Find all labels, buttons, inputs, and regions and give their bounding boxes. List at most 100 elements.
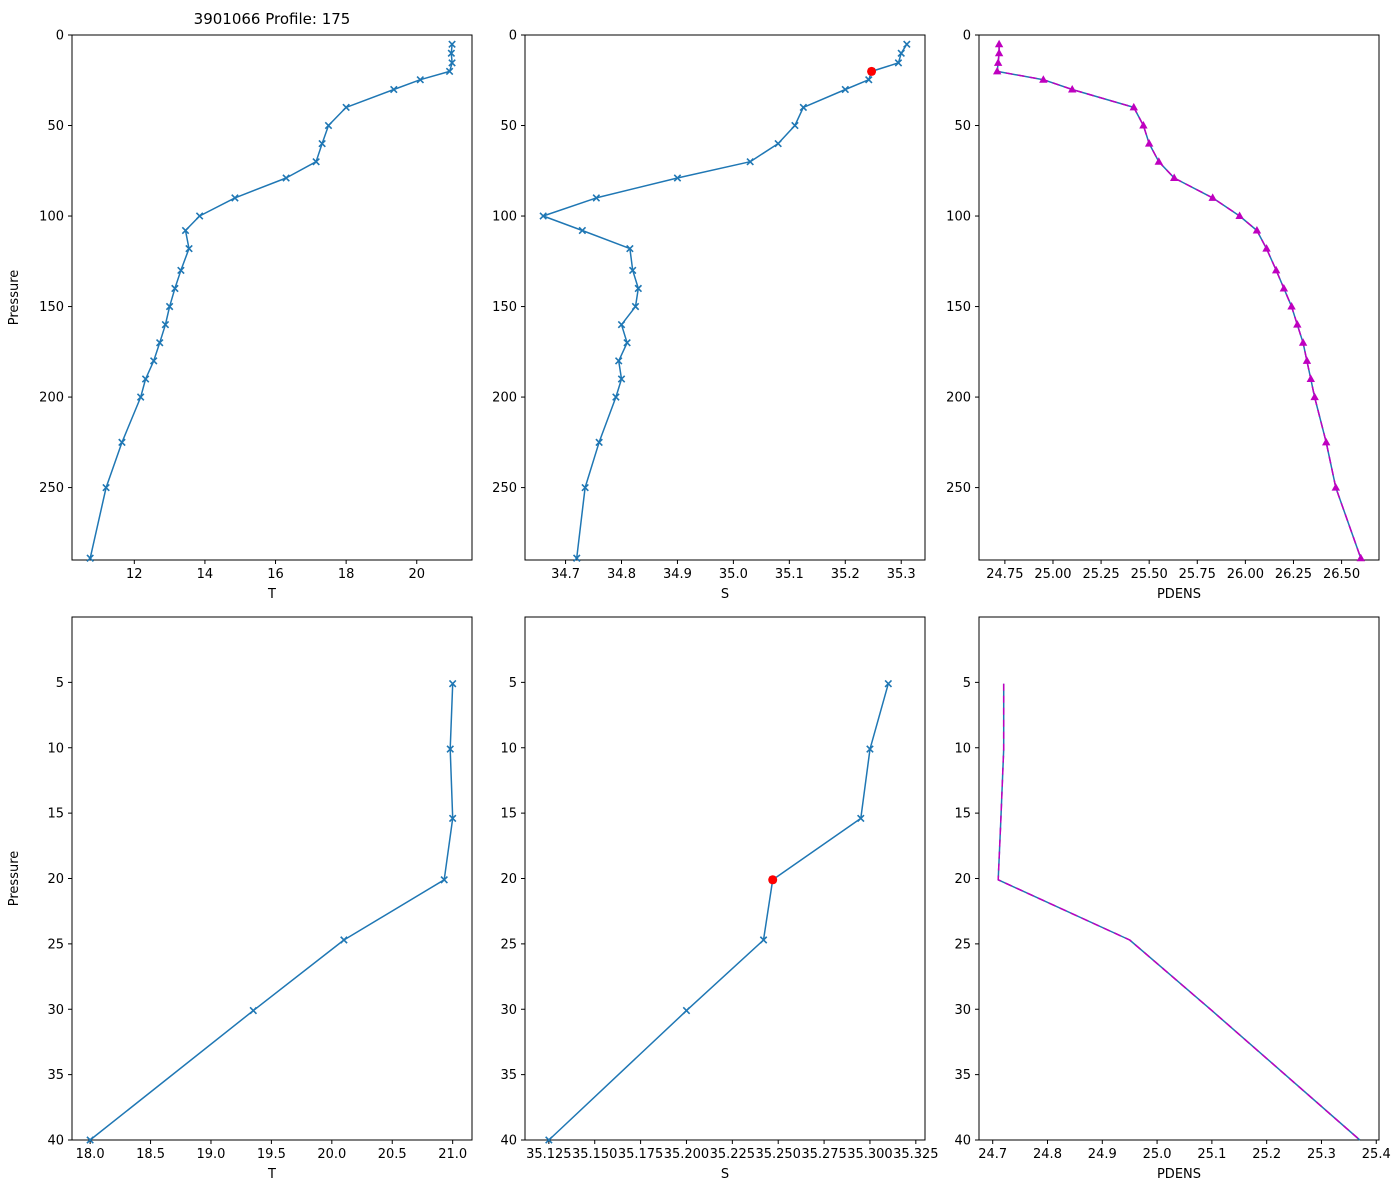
y-tick-label: 50 xyxy=(954,119,971,134)
x-tick-label: 25.3 xyxy=(1307,1147,1336,1162)
x-marker xyxy=(446,745,455,753)
triangle-marker xyxy=(1287,302,1296,310)
temperature-profile-zoom-markers xyxy=(86,679,457,1144)
x-tick-label: 25.2 xyxy=(1252,1147,1281,1162)
x-tick-label: 25.75 xyxy=(1179,567,1216,582)
temperature-profile-markers xyxy=(86,40,456,562)
x-tick-label: 20 xyxy=(408,567,425,582)
y-tick-label: 40 xyxy=(47,1134,64,1149)
x-tick-label: 24.75 xyxy=(986,567,1023,582)
x-marker xyxy=(631,302,640,311)
x-marker xyxy=(572,554,581,562)
x-marker xyxy=(897,49,905,58)
triangle-marker xyxy=(993,58,1003,66)
x-marker xyxy=(390,85,398,94)
y-tick-label: 250 xyxy=(39,481,64,496)
triangle-marker xyxy=(1279,283,1289,292)
x-marker xyxy=(634,284,643,293)
x-tick-label: 25.00 xyxy=(1034,567,1071,582)
x-marker xyxy=(282,174,290,182)
x-tick-label: 35.275 xyxy=(801,1147,847,1162)
x-tick-label: 35.175 xyxy=(618,1147,664,1162)
y-axis-label: Pressure xyxy=(7,851,22,907)
dot-marker xyxy=(768,875,778,885)
x-axis-label: T xyxy=(267,587,276,602)
x-tick-label: 34.8 xyxy=(607,567,636,582)
x-axis-label: S xyxy=(721,587,729,602)
y-tick-label: 150 xyxy=(39,300,64,315)
x-tick-label: 35.200 xyxy=(664,1147,710,1162)
x-marker xyxy=(448,40,456,48)
subplot-pdens-full: 24.75 25.00 25.25 25.50 25.75 26.00 26.25 26.50… xyxy=(946,29,1380,602)
y-tick-label: 10 xyxy=(500,741,517,756)
x-marker xyxy=(448,679,457,688)
y-tick-label: 200 xyxy=(946,391,971,406)
pdens-profile-line-zoom-line xyxy=(997,683,1361,1141)
x-marker xyxy=(617,375,626,383)
axes-frame xyxy=(71,34,473,561)
triangle-marker xyxy=(1310,392,1319,401)
x-tick-label: 35.225 xyxy=(710,1147,756,1162)
triangle-marker xyxy=(1321,437,1331,446)
y-tick-label: 30 xyxy=(47,1003,64,1018)
x-marker xyxy=(136,393,145,401)
x-marker xyxy=(86,554,94,562)
subplot-t-zoom: 18.0 18.5 19.0 19.5 20.0 20.5 21.0 5 10 15 20 25 30 3… xyxy=(7,616,473,1182)
y-tick-label: 200 xyxy=(39,391,64,406)
x-marker xyxy=(682,1006,691,1015)
x-tick-label: 24.8 xyxy=(1033,1147,1062,1162)
x-tick-label: 35.3 xyxy=(887,567,916,582)
x-tick-label: 35.1 xyxy=(775,567,804,582)
y-tick-label: 20 xyxy=(500,872,517,887)
x-marker xyxy=(626,244,634,253)
y-tick-label: 5 xyxy=(56,676,64,691)
triangle-marker xyxy=(1039,75,1048,83)
x-marker xyxy=(445,67,454,76)
x-tick-label: 16 xyxy=(267,567,284,582)
triangle-marker xyxy=(1154,157,1163,165)
x-tick-label: 35.125 xyxy=(526,1147,572,1162)
subplot-pdens-zoom: 24.7 24.8 24.9 25.0 25.1 25.2 25.3 25.4 5 10 15 20 2… xyxy=(954,616,1391,1182)
triangle-marker xyxy=(1331,483,1341,491)
x-marker xyxy=(86,1136,94,1144)
triangle-marker xyxy=(1293,320,1302,328)
x-tick-label: 26.00 xyxy=(1227,567,1264,582)
x-tick-label: 25.50 xyxy=(1131,567,1168,582)
y-tick-label: 0 xyxy=(963,29,971,44)
y-tick-label: 40 xyxy=(954,1134,971,1149)
x-tick-label: 14 xyxy=(197,567,214,582)
triangle-marker xyxy=(1306,374,1315,382)
y-tick-label: 35 xyxy=(47,1068,64,1083)
x-marker xyxy=(231,194,239,202)
x-marker xyxy=(578,226,587,235)
x-tick-label: 19.0 xyxy=(196,1147,225,1162)
y-tick-label: 30 xyxy=(954,1003,971,1018)
x-marker xyxy=(746,157,754,166)
x-tick-label: 20.5 xyxy=(378,1147,407,1162)
y-tick-label: 250 xyxy=(946,481,971,496)
subplot-s-full: 34.7 34.8 34.9 35.0 35.1 35.2 35.3 0 50 100 150 200… xyxy=(492,29,926,602)
pdens-overlay-dashed-line xyxy=(996,44,1362,559)
x-marker xyxy=(249,1006,258,1015)
y-tick-label: 20 xyxy=(47,872,64,887)
x-marker xyxy=(177,266,185,275)
x-marker xyxy=(623,338,631,347)
y-tick-label: 35 xyxy=(500,1068,517,1083)
x-axis-label: PDENS xyxy=(1157,587,1201,602)
x-tick-label: 12 xyxy=(126,567,143,582)
x-marker xyxy=(857,814,865,823)
x-tick-label: 25.0 xyxy=(1143,1147,1172,1162)
y-tick-label: 0 xyxy=(509,29,517,44)
x-marker xyxy=(673,174,682,182)
x-tick-label: 25.4 xyxy=(1362,1147,1391,1162)
x-marker xyxy=(165,302,174,311)
x-tick-label: 24.9 xyxy=(1088,1147,1117,1162)
x-marker xyxy=(545,1136,553,1144)
x-tick-label: 18 xyxy=(338,567,355,582)
x-marker xyxy=(791,121,799,130)
x-marker xyxy=(318,139,326,148)
triangle-marker xyxy=(1298,338,1308,346)
triangle-marker xyxy=(994,48,1004,57)
